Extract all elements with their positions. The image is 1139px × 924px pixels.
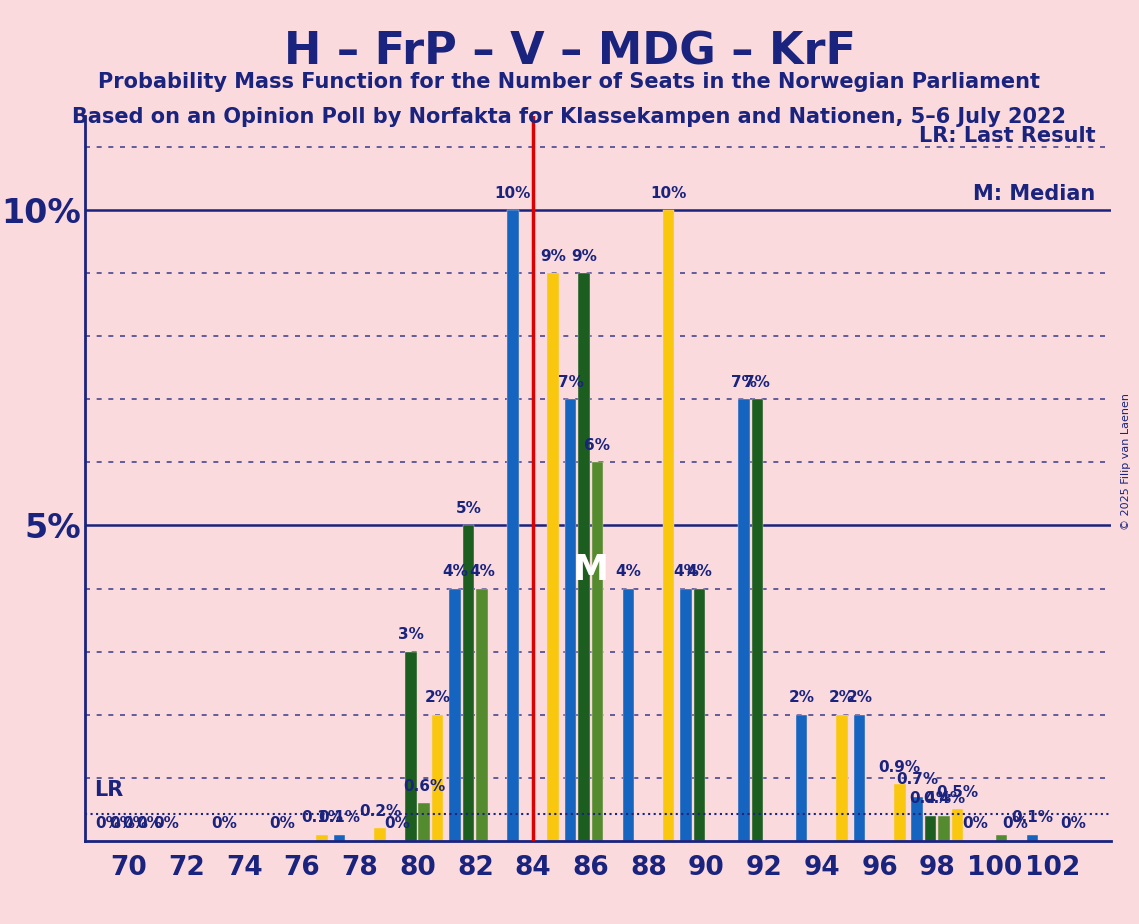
Text: 0%: 0% [211,817,237,832]
Bar [911,796,923,841]
Text: H – FrP – V – MDG – KrF: H – FrP – V – MDG – KrF [284,30,855,74]
Text: Based on an Opinion Poll by Norfakta for Klassekampen and Nationen, 5–6 July 202: Based on an Opinion Poll by Norfakta for… [73,107,1066,128]
Bar [939,816,950,841]
Bar [476,589,487,841]
Text: 2%: 2% [425,690,451,705]
Text: Probability Mass Function for the Number of Seats in the Norwegian Parliament: Probability Mass Function for the Number… [98,72,1041,92]
Bar [952,809,964,841]
Text: 0%: 0% [961,817,988,832]
Text: 7%: 7% [745,375,770,390]
Text: 2%: 2% [829,690,855,705]
Text: M: Median: M: Median [973,185,1096,204]
Text: 7%: 7% [731,375,756,390]
Bar [507,210,518,841]
Bar [796,714,808,841]
Text: 0.4%: 0.4% [910,791,952,806]
Bar [752,399,763,841]
Bar [418,803,429,841]
Text: 0.6%: 0.6% [403,779,445,794]
Text: 0.9%: 0.9% [878,760,920,774]
Bar [738,399,749,841]
Text: 6%: 6% [584,438,611,453]
Text: 5%: 5% [456,501,482,516]
Text: 4%: 4% [469,564,494,579]
Bar [836,714,847,841]
Bar [894,784,906,841]
Text: 9%: 9% [571,249,597,263]
Bar [591,462,604,841]
Bar [579,274,590,841]
Text: 0.2%: 0.2% [359,804,401,819]
Bar [548,274,559,841]
Text: 0.5%: 0.5% [936,784,978,800]
Text: 0%: 0% [269,817,295,832]
Text: 0%: 0% [109,817,136,832]
Text: 7%: 7% [558,375,583,390]
Text: 4%: 4% [615,564,641,579]
Text: 0%: 0% [1002,817,1029,832]
Bar [317,834,328,841]
Bar [995,834,1007,841]
Text: 0%: 0% [123,817,148,832]
Bar [663,210,674,841]
Text: 4%: 4% [687,564,713,579]
Text: 0%: 0% [96,817,122,832]
Text: 0.7%: 0.7% [896,772,939,787]
Text: LR: LR [95,780,123,800]
Text: 0%: 0% [154,817,179,832]
Text: M: M [573,553,608,587]
Bar [694,589,705,841]
Text: © 2025 Filip van Laenen: © 2025 Filip van Laenen [1121,394,1131,530]
Bar [432,714,443,841]
Text: 0%: 0% [1060,817,1085,832]
Text: 10%: 10% [494,186,531,201]
Bar [1026,834,1039,841]
Bar [925,816,936,841]
Bar [405,651,417,841]
Text: 0.1%: 0.1% [1011,810,1054,825]
Text: 4%: 4% [442,564,468,579]
Bar [623,589,634,841]
Text: 0%: 0% [136,817,162,832]
Text: 0.4%: 0.4% [923,791,965,806]
Text: 0%: 0% [384,817,410,832]
Text: 4%: 4% [673,564,699,579]
Bar [853,714,866,841]
Bar [375,828,386,841]
Text: 0.1%: 0.1% [301,810,343,825]
Text: 3%: 3% [398,627,424,642]
Text: 2%: 2% [788,690,814,705]
Text: 9%: 9% [540,249,566,263]
Text: 10%: 10% [650,186,687,201]
Bar [462,526,474,841]
Bar [449,589,461,841]
Text: 0.1%: 0.1% [319,810,361,825]
Bar [565,399,576,841]
Text: 2%: 2% [846,690,872,705]
Bar [334,834,345,841]
Bar [680,589,691,841]
Text: LR: Last Result: LR: Last Result [918,127,1096,146]
